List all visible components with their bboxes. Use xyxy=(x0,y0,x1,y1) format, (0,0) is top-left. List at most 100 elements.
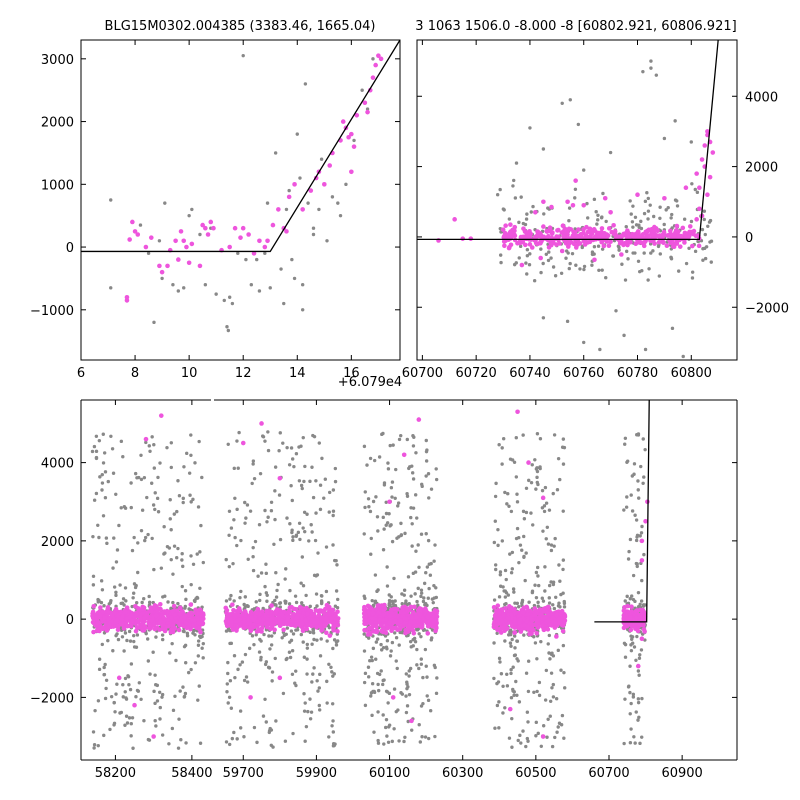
top-right-point-magenta xyxy=(649,232,655,238)
bottom-point-magenta xyxy=(199,617,204,622)
bottom-point-gray xyxy=(155,683,160,688)
top-left-xtick-label: 14 xyxy=(289,366,306,381)
bottom-point-gray xyxy=(510,745,514,749)
bottom-point-gray xyxy=(162,525,166,529)
bottom-point-gray xyxy=(109,694,114,699)
bottom-point-gray xyxy=(93,708,97,713)
bottom-point-magenta xyxy=(224,623,230,629)
bottom-point-gray xyxy=(370,658,374,663)
bottom-point-gray xyxy=(114,560,119,564)
bottom-point-gray xyxy=(551,491,555,496)
bottom-point-gray xyxy=(304,724,309,729)
bottom-point-magenta xyxy=(115,623,120,628)
bottom-point-gray xyxy=(632,735,636,739)
bottom-point-gray xyxy=(363,596,367,601)
bottom-point-gray xyxy=(195,552,199,556)
bottom-point-gray xyxy=(92,498,97,502)
top-right-point-gray xyxy=(565,319,570,324)
bottom-point-gray xyxy=(630,474,635,478)
bottom-point-gray xyxy=(160,637,165,642)
top-right-point-magenta xyxy=(591,227,597,232)
bottom-point-gray xyxy=(417,632,421,636)
top-left-point-magenta xyxy=(205,232,211,237)
top-right-point-gray xyxy=(544,252,549,256)
bottom-point-gray xyxy=(100,481,105,485)
top-right-point-magenta xyxy=(614,235,620,240)
bottom-point-gray xyxy=(119,439,124,444)
top-right-point-magenta xyxy=(508,236,513,241)
bottom-point-gray xyxy=(379,642,383,647)
bottom-point-magenta xyxy=(127,623,133,629)
bottom-point-gray xyxy=(404,672,409,676)
bottom-point-gray xyxy=(184,661,188,665)
bottom-point-gray xyxy=(535,689,539,694)
bottom-point-gray xyxy=(96,523,100,527)
top-left-point-gray xyxy=(295,132,299,136)
bottom-point-gray xyxy=(435,676,439,680)
top-right-point-gray xyxy=(640,268,644,273)
bottom-point-gray xyxy=(384,717,389,722)
bottom-point-gray xyxy=(636,697,641,701)
top-left-point-magenta xyxy=(132,229,138,234)
bottom-point-gray xyxy=(196,698,200,702)
top-right-point-gray xyxy=(623,278,628,282)
bottom-point-gray xyxy=(505,502,509,506)
bottom-point-gray xyxy=(409,594,413,598)
bottom-point-gray xyxy=(496,527,500,532)
bottom-point-gray xyxy=(386,701,390,705)
bottom-point-magenta xyxy=(407,623,412,629)
bottom-point-gray xyxy=(623,436,628,441)
top-right-point-gray xyxy=(541,147,546,151)
bottom-point-magenta xyxy=(153,612,159,618)
bottom-point-gray xyxy=(136,541,140,545)
bottom-point-gray xyxy=(391,443,395,447)
bottom-point-gray xyxy=(271,745,275,749)
bottom-point-gray xyxy=(284,567,288,571)
bottom-point-magenta xyxy=(140,610,146,616)
bottom-point-gray xyxy=(370,598,374,603)
bottom-point-gray xyxy=(140,508,145,512)
top-right-point-magenta xyxy=(707,174,713,180)
bottom-point-gray xyxy=(181,629,186,633)
bottom-point-gray xyxy=(116,637,121,642)
bottom-point-magenta xyxy=(154,605,160,611)
bottom-point-gray xyxy=(195,596,200,600)
bottom-point-gray xyxy=(515,657,519,661)
bottom-point-gray xyxy=(631,692,636,697)
bottom-point-gray xyxy=(526,720,530,724)
bottom-point-magenta xyxy=(324,630,329,636)
bottom-point-gray xyxy=(399,521,403,526)
bottom-point-gray xyxy=(153,491,157,495)
bottom-point-gray xyxy=(376,741,381,745)
bottom-point-gray xyxy=(639,531,644,535)
top-left-point-gray xyxy=(263,251,267,256)
bottom-point-gray xyxy=(410,544,414,548)
bottom-point-gray xyxy=(325,639,329,643)
bottom-point-magenta xyxy=(182,615,187,621)
bottom-point-gray xyxy=(369,536,373,541)
bottom-point-gray xyxy=(288,655,293,660)
bottom-point-gray xyxy=(180,552,184,556)
top-right-point-magenta xyxy=(699,157,705,162)
bottom-point-gray xyxy=(367,504,371,509)
top-left-point-gray xyxy=(311,232,316,237)
top-left-point-gray xyxy=(152,320,156,325)
bottom-point-gray xyxy=(291,731,295,736)
bottom-point-gray xyxy=(120,635,125,639)
bottom-point-gray xyxy=(237,430,241,435)
top-left-point-gray xyxy=(160,276,164,281)
top-left-point-gray xyxy=(300,308,305,312)
bottom-point-gray xyxy=(425,694,429,698)
bottom-point-gray xyxy=(365,463,369,467)
bottom-point-gray xyxy=(551,603,555,607)
bottom-point-gray xyxy=(288,522,292,526)
bottom-point-gray xyxy=(389,486,394,490)
bottom-point-magenta xyxy=(328,608,333,614)
top-right-point-gray xyxy=(539,247,543,251)
bottom-point-magenta xyxy=(287,609,293,615)
bottom-point-gray xyxy=(191,562,196,566)
top-right-point-gray xyxy=(570,251,575,256)
bottom-point-gray xyxy=(134,695,138,699)
bottom-point-gray xyxy=(142,719,146,723)
bottom-point-gray xyxy=(542,509,547,514)
